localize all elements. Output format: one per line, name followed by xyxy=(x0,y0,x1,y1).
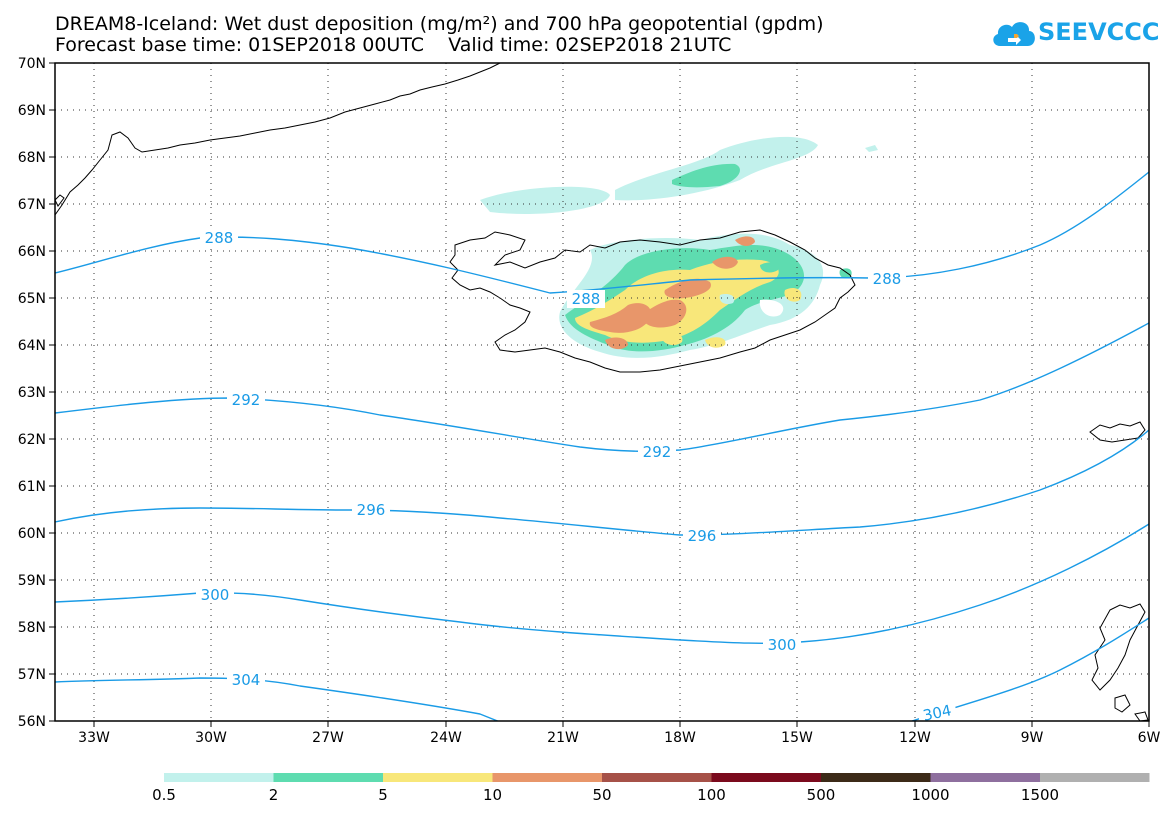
lon-label: 18W xyxy=(664,730,696,746)
colorbar-swatch xyxy=(383,773,493,782)
colorbar-swatch xyxy=(164,773,274,782)
colorbar-label: 1500 xyxy=(1021,786,1059,804)
lon-label: 15W xyxy=(781,730,813,746)
colorbar-swatch xyxy=(711,773,821,782)
colorbar-label: 50 xyxy=(592,786,611,804)
lon-label: 27W xyxy=(312,730,344,746)
colorbar-swatch xyxy=(1040,773,1150,782)
cloud-icon xyxy=(993,22,1035,46)
colorbar-label: 100 xyxy=(697,786,726,804)
tick-marks xyxy=(49,62,1150,727)
lon-label: 12W xyxy=(899,730,931,746)
colorbar-label: 500 xyxy=(807,786,836,804)
lat-label: 58N xyxy=(18,620,46,636)
contour-label: 288 xyxy=(873,270,902,288)
contour-label: 304 xyxy=(232,671,261,689)
lon-label: 30W xyxy=(195,730,227,746)
lon-label: 6W xyxy=(1138,730,1161,746)
colorbar: 0.5 2 5 10 50 100 500 1000 1500 xyxy=(152,773,1150,804)
colorbar-swatch xyxy=(930,773,1040,782)
colorbar-swatch xyxy=(821,773,931,782)
logo-text: SEEVCCC xyxy=(1038,18,1160,46)
contour-label: 288 xyxy=(205,229,234,247)
colorbar-label: 1000 xyxy=(911,786,949,804)
dust-deposition-field xyxy=(480,136,878,358)
lat-label: 68N xyxy=(18,150,46,166)
contour-labels: 288 288 288 292 292 296 296 300 300 304 … xyxy=(196,228,958,725)
lon-label: 9W xyxy=(1021,730,1044,746)
colorbar-label: 10 xyxy=(483,786,502,804)
longitude-labels: 33W 30W 27W 24W 21W 18W 15W 12W 9W 6W xyxy=(78,730,1160,746)
lat-label: 65N xyxy=(18,291,46,307)
contour-300 xyxy=(55,523,1149,644)
contour-label: 288 xyxy=(572,290,601,308)
lon-label: 21W xyxy=(547,730,579,746)
lat-label: 66N xyxy=(18,244,46,260)
contour-label: 292 xyxy=(643,443,672,461)
contour-label: 300 xyxy=(201,586,230,604)
lat-label: 70N xyxy=(18,56,46,72)
lat-label: 59N xyxy=(18,573,46,589)
colorbar-label: 2 xyxy=(269,786,279,804)
lat-label: 57N xyxy=(18,667,46,683)
lat-label: 64N xyxy=(18,338,46,354)
contour-label: 300 xyxy=(768,636,797,654)
map-area: 288 288 288 292 292 296 296 300 300 304 … xyxy=(55,63,1149,725)
contour-296 xyxy=(55,429,1149,536)
lat-label: 56N xyxy=(18,714,46,730)
map-subtitle: Forecast base time: 01SEP2018 00UTC Vali… xyxy=(55,34,732,56)
colorbar-label: 5 xyxy=(378,786,388,804)
coastlines xyxy=(55,63,1149,721)
lat-label: 67N xyxy=(18,197,46,213)
contour-label: 296 xyxy=(357,501,386,519)
lon-label: 33W xyxy=(78,730,110,746)
colorbar-swatch xyxy=(492,773,602,782)
seevccc-logo: SEEVCCC xyxy=(990,16,1160,56)
lon-label: 24W xyxy=(430,730,462,746)
grid xyxy=(55,63,1149,721)
colorbar-swatch xyxy=(602,773,712,782)
lat-label: 61N xyxy=(18,479,46,495)
lat-label: 63N xyxy=(18,385,46,401)
contour-label: 292 xyxy=(232,391,261,409)
latitude-labels: 70N 69N 68N 67N 66N 65N 64N 63N 62N 61N … xyxy=(18,56,46,730)
contour-label: 296 xyxy=(688,527,717,545)
lat-label: 69N xyxy=(18,103,46,119)
contour-label: 304 xyxy=(921,701,953,725)
contour-304 xyxy=(55,677,500,721)
lat-label: 62N xyxy=(18,432,46,448)
lat-label: 60N xyxy=(18,526,46,542)
colorbar-swatch xyxy=(273,773,383,782)
colorbar-label: 0.5 xyxy=(152,786,176,804)
map-title: DREAM8-Iceland: Wet dust deposition (mg/… xyxy=(55,13,824,35)
